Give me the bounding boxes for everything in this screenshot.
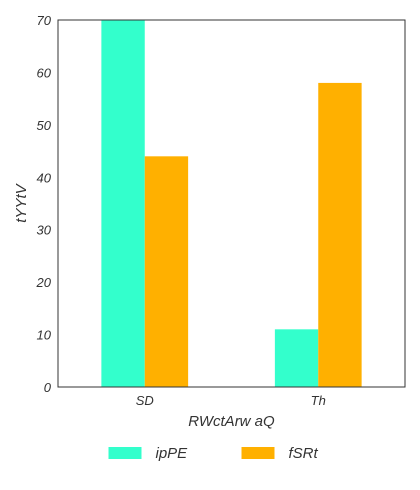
y-tick-label: 10 <box>37 328 52 343</box>
y-tick-label: 70 <box>37 13 52 28</box>
legend: ipPE fSRt <box>108 445 319 462</box>
x-axis-ticks: SD Th <box>136 393 326 408</box>
bar-ipPE-Th <box>274 329 319 387</box>
legend-swatch-ipPE <box>108 447 142 459</box>
x-tick-label: SD <box>136 393 154 408</box>
bar-fSRt-Th <box>318 82 362 388</box>
x-tick-label: Th <box>311 393 326 408</box>
y-tick-label: 30 <box>37 223 52 238</box>
y-tick-label: 20 <box>36 275 52 290</box>
legend-label-fSRt: fSRt <box>289 445 319 462</box>
bars-layer <box>101 20 362 388</box>
plot-frame <box>57 19 406 388</box>
y-axis-label: tYYtV <box>13 182 30 222</box>
y-tick-label: 0 <box>44 380 52 395</box>
bar-ipPE-SD <box>101 20 145 387</box>
legend-label-ipPE: ipPE <box>156 445 189 462</box>
y-tick-label: 40 <box>37 170 52 185</box>
bar-fSRt-SD <box>144 156 189 387</box>
x-axis-label: RWctArw aQ <box>188 413 275 430</box>
y-axis-ticks: 0 10 20 30 40 50 60 70 <box>36 13 52 395</box>
y-tick-label: 60 <box>37 65 52 80</box>
legend-swatch-fSRt <box>241 447 275 459</box>
y-tick-label: 50 <box>37 118 52 133</box>
